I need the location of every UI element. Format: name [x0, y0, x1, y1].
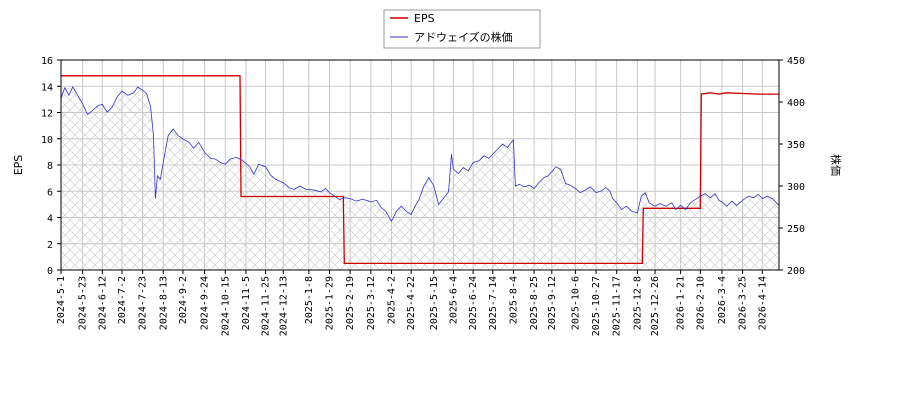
right-tick-label: 450	[787, 56, 805, 67]
legend-label-stock: アドウェイズの株価	[414, 30, 513, 44]
right-tick-label: 250	[787, 224, 805, 235]
left-tick-label: 2	[47, 240, 53, 251]
x-tick-label: 2024-5-1	[56, 276, 67, 324]
x-tick-label: 2025-3-12	[366, 276, 377, 330]
x-tick-label: 2026-3-25	[738, 276, 749, 330]
x-tick-label: 2025-4-2	[386, 276, 397, 324]
x-tick-label: 2025-12-26	[650, 276, 661, 336]
x-tick-label: 2025-8-4	[508, 276, 519, 324]
left-tick-label: 14	[41, 82, 53, 93]
eps-line	[61, 75, 779, 265]
right-axis-title: 株価	[829, 154, 843, 176]
x-tick-label: 2025-8-25	[529, 276, 540, 330]
x-tick-label: 2025-7-14	[488, 276, 499, 330]
right-y-axis: 200 250 300 350 400 450	[779, 56, 805, 277]
x-tick-label: 2024-5-23	[78, 276, 89, 330]
x-tick-label: 2025-1-8	[304, 276, 315, 324]
x-tick-label: 2024-10-15	[220, 276, 231, 336]
x-tick-label: 2025-10-27	[591, 276, 602, 336]
x-axis: 2024-5-1 2024-5-23 2024-6-12 2024-7-2 2024-7…	[56, 270, 768, 336]
x-tick-label: 2024-9-24	[200, 276, 211, 330]
x-tick-label: 2025-11-17	[612, 276, 623, 336]
left-tick-label: 16	[41, 56, 53, 67]
left-tick-label: 4	[47, 214, 53, 225]
x-tick-label: 2026-1-21	[676, 276, 687, 330]
series-layer	[60, 75, 780, 265]
x-tick-label: 2025-2-19	[345, 276, 356, 330]
right-tick-label: 400	[787, 98, 805, 109]
left-tick-label: 8	[47, 161, 53, 172]
x-tick-label: 2025-9-12	[547, 276, 558, 330]
x-tick-label: 2024-11-25	[261, 276, 272, 336]
left-tick-label: 12	[41, 109, 53, 120]
x-tick-label: 2024-12-13	[278, 276, 289, 336]
x-tick-label: 2025-5-15	[429, 276, 440, 330]
left-y-axis: 0 2 4 6 8 10 12 14 16	[41, 56, 61, 277]
x-tick-label: 2024-9-2	[178, 276, 189, 324]
left-axis-title: EPS	[12, 155, 25, 176]
x-tick-label: 2024-11-5	[241, 276, 252, 330]
x-tick-label: 2026-2-10	[695, 276, 706, 330]
x-tick-label: 2026-4-14	[757, 276, 768, 330]
legend-label-eps: EPS	[414, 12, 435, 25]
x-tick-label: 2025-6-24	[468, 276, 479, 330]
x-tick-label: 2025-4-22	[406, 276, 417, 330]
left-tick-label: 10	[41, 135, 53, 146]
right-tick-label: 300	[787, 182, 805, 193]
x-tick-label: 2024-8-13	[158, 276, 169, 330]
left-tick-label: 0	[47, 266, 53, 277]
x-tick-label: 2024-6-12	[97, 276, 108, 330]
x-tick-label: 2025-1-29	[325, 276, 336, 330]
x-tick-label: 2025-12-8	[632, 276, 643, 330]
x-tick-label: 2024-7-2	[117, 276, 128, 324]
legend: EPS アドウェイズの株価	[383, 9, 541, 49]
right-tick-label: 200	[787, 266, 805, 277]
stock-price-line	[60, 86, 780, 223]
x-tick-label: 2024-7-23	[138, 276, 149, 330]
x-tick-label: 2026-3-4	[717, 276, 728, 324]
stock-area-fill	[61, 86, 779, 271]
right-tick-label: 350	[787, 140, 805, 151]
x-tick-label: 2025-10-6	[570, 276, 581, 330]
stock-area	[61, 86, 779, 271]
legend-box	[383, 9, 541, 49]
x-tick-label: 2025-6-4	[448, 276, 459, 324]
left-tick-label: 6	[47, 187, 53, 198]
